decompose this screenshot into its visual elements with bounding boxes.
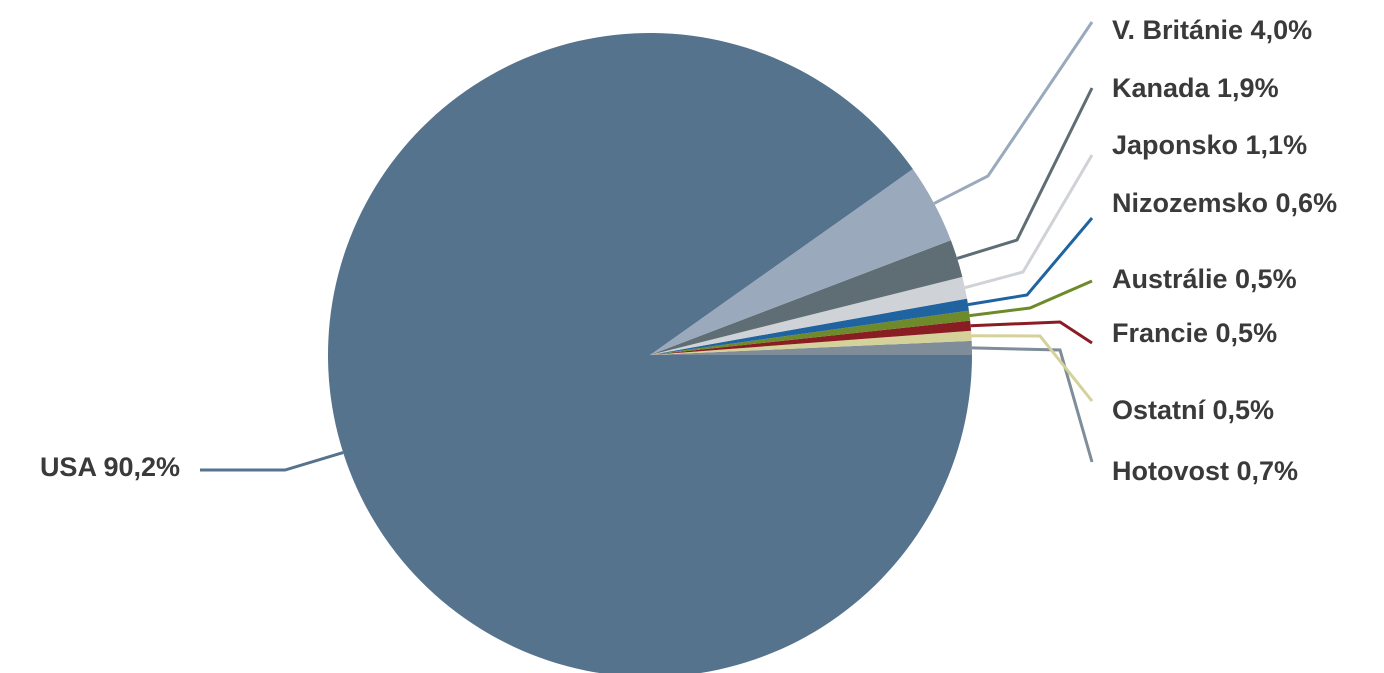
pie-slice-ostatni <box>650 330 972 355</box>
leader-line-australie <box>969 279 1093 318</box>
pie-slice-hotovost <box>650 340 972 355</box>
leader-line-usa <box>200 451 344 472</box>
slice-labels: Hotovost 0,7% Ostatní 0,5% Francie 0,5% Aus… <box>40 15 1337 486</box>
slice-label-australie: Austrálie 0,5% <box>1112 264 1297 294</box>
pie-slice-usa <box>328 33 972 673</box>
pie-slice-v-britanie <box>650 169 951 355</box>
leader-line-japonsko <box>964 154 1094 290</box>
pie-slice-kanada <box>650 240 963 355</box>
pie-slice-francie <box>650 320 972 355</box>
leader-line-ostatni <box>971 334 1094 402</box>
slice-label-hotovost: Hotovost 0,7% <box>1112 456 1298 486</box>
slice-label-francie: Francie 0,5% <box>1112 318 1277 348</box>
leader-lines <box>200 21 1094 472</box>
slice-label-japonsko: Japonsko 1,1% <box>1112 130 1307 160</box>
leader-line-hotovost <box>971 346 1094 463</box>
slice-label-ostatni: Ostatní 0,5% <box>1112 395 1274 425</box>
leader-line-francie <box>970 320 1093 345</box>
slice-label-nizozemsko: Nizozemsko 0,6% <box>1112 188 1337 218</box>
leader-line-v-britanie <box>933 21 1094 205</box>
pie-slice-nizozemsko <box>650 298 969 355</box>
pie-slices <box>328 33 972 673</box>
slice-label-kanada: Kanada 1,9% <box>1112 73 1279 103</box>
slice-label-v-britanie: V. Británie 4,0% <box>1112 15 1312 45</box>
leader-line-nizozemsko <box>967 217 1094 307</box>
pie-slice-japonsko <box>650 276 968 355</box>
pie-slice-australie <box>650 310 971 355</box>
slice-label-usa: USA 90,2% <box>40 452 180 482</box>
leader-line-kanada <box>956 87 1094 260</box>
